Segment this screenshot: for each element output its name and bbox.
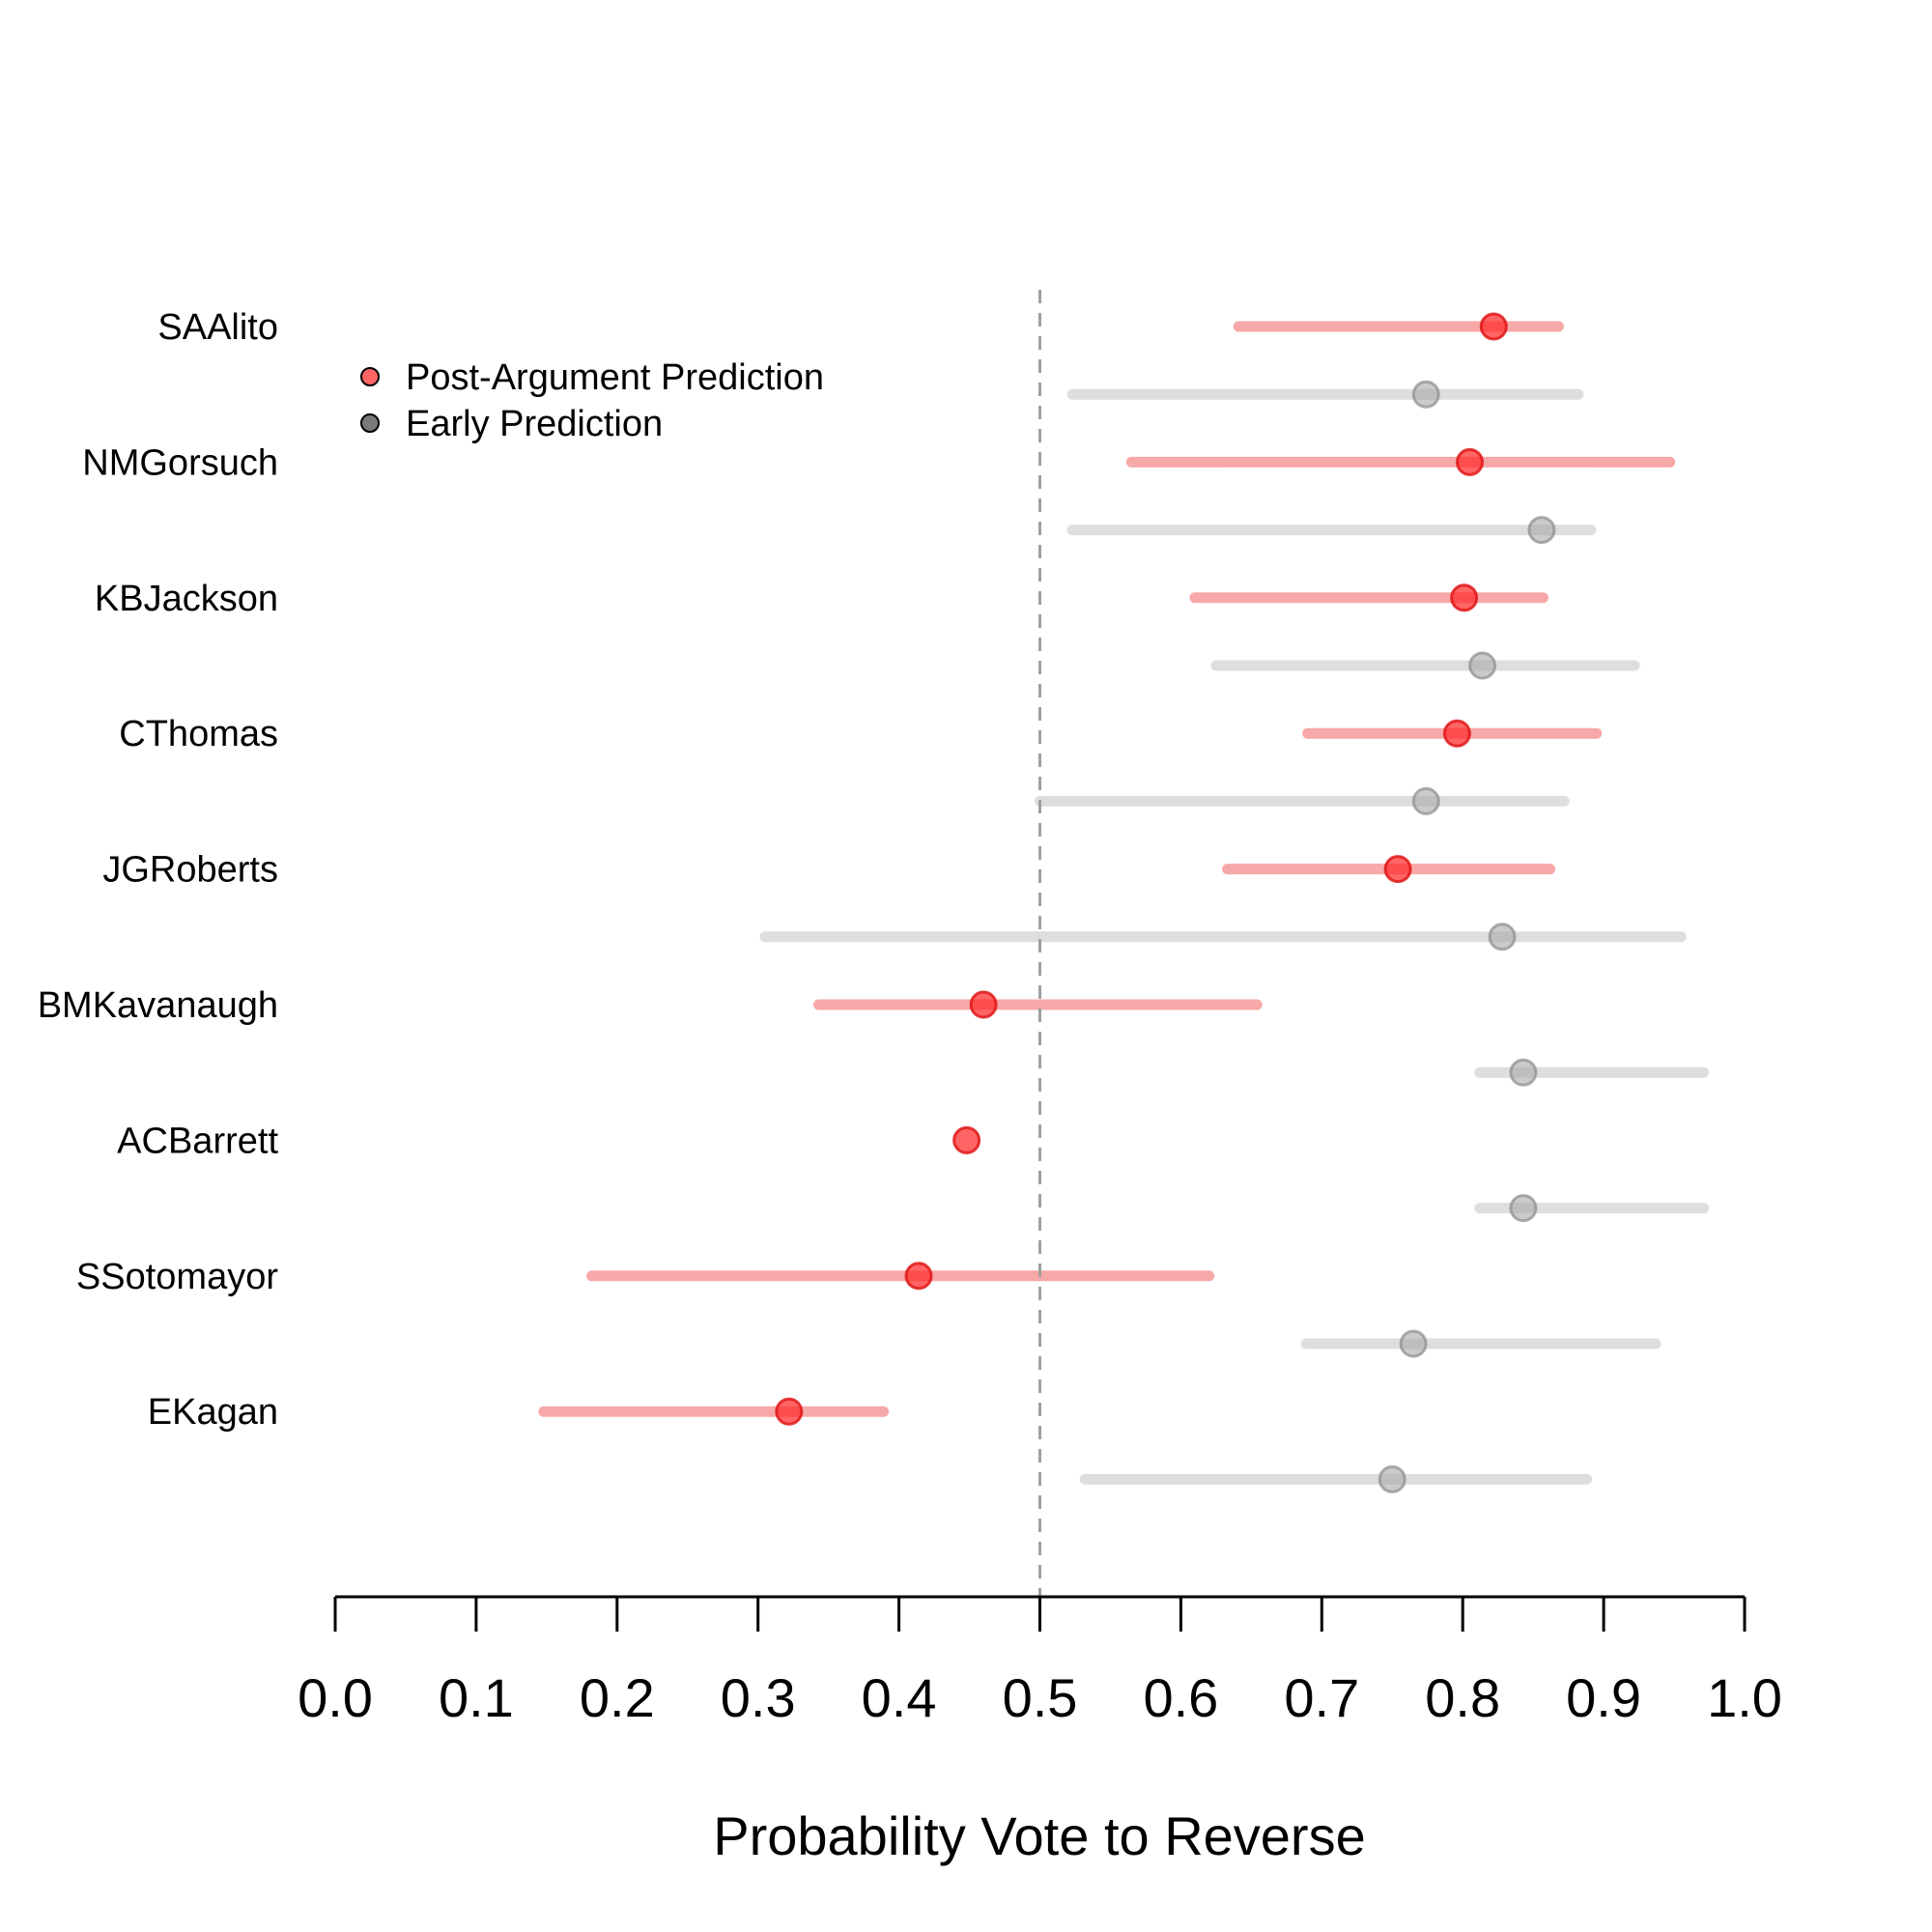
justice-label-nmgorsuch: NMGorsuch xyxy=(82,442,278,483)
post-point-kbjackson xyxy=(1450,583,1479,612)
post-point-cthomas xyxy=(1442,719,1471,748)
justice-label-acbarrett: ACBarrett xyxy=(117,1121,278,1161)
interval-layer xyxy=(538,321,1710,1485)
early-point-jgroberts xyxy=(1488,923,1517,952)
x-tick-label-0.8: 0.8 xyxy=(1425,1667,1500,1728)
x-axis-title: Probability Vote to Reverse xyxy=(713,1805,1365,1866)
x-tick-label-0.9: 0.9 xyxy=(1566,1667,1641,1728)
x-tick-label-0.5: 0.5 xyxy=(1003,1667,1078,1728)
post-point-ssotomayor xyxy=(904,1262,933,1291)
x-axis: 0.0 0.1 0.2 0.3 0.4 0.5 0.6 0.7 0.8 0.9 1.0 xyxy=(298,1595,1782,1728)
early-point-cthomas xyxy=(1411,786,1440,815)
x-tick-label-0.4: 0.4 xyxy=(862,1667,937,1728)
legend-early-marker xyxy=(360,413,380,433)
early-point-ekagan xyxy=(1378,1464,1406,1493)
justice-label-jgroberts: JGRoberts xyxy=(102,850,278,891)
x-tick-label-0.3: 0.3 xyxy=(721,1667,796,1728)
x-tick-label-0.2: 0.2 xyxy=(580,1667,655,1728)
x-tick-label-1.0: 1.0 xyxy=(1707,1667,1782,1728)
point-layer xyxy=(775,312,1556,1493)
x-axis-ticks: 0.0 0.1 0.2 0.3 0.4 0.5 0.6 0.7 0.8 0.9 1.0 xyxy=(298,1597,1782,1728)
justice-labels: SAAlito NMGorsuch KBJackson CThomas JGRobert… xyxy=(38,307,279,1433)
x-tick-label-0.6: 0.6 xyxy=(1143,1667,1218,1728)
early-point-ssotomayor xyxy=(1399,1329,1428,1358)
early-point-saalito xyxy=(1411,380,1440,409)
x-tick-label-0.1: 0.1 xyxy=(439,1667,514,1728)
legend-early-label: Early Prediction xyxy=(406,404,663,444)
justice-label-bmkavanaugh: BMKavanaugh xyxy=(38,985,278,1026)
x-tick-label-0.7: 0.7 xyxy=(1284,1667,1359,1728)
justice-label-kbjackson: KBJackson xyxy=(95,579,278,619)
post-point-jgroberts xyxy=(1383,855,1412,884)
legend-post-label: Post-Argument Prediction xyxy=(406,357,824,398)
justice-label-ekagan: EKagan xyxy=(148,1392,278,1433)
justice-label-ssotomayor: SSotomayor xyxy=(76,1257,278,1297)
post-point-ekagan xyxy=(775,1397,804,1426)
early-point-nmgorsuch xyxy=(1527,516,1556,545)
post-point-acbarrett xyxy=(952,1125,981,1154)
post-point-saalito xyxy=(1479,312,1508,341)
legend-post-marker xyxy=(360,367,380,386)
legend: Post-Argument Prediction Early Predictio… xyxy=(360,357,824,444)
justice-label-cthomas: CThomas xyxy=(119,714,278,754)
justice-label-saalito: SAAlito xyxy=(157,307,278,348)
early-point-acbarrett xyxy=(1509,1194,1538,1223)
post-point-nmgorsuch xyxy=(1455,447,1484,476)
early-point-bmkavanaugh xyxy=(1509,1058,1538,1087)
early-point-kbjackson xyxy=(1468,651,1497,680)
post-point-bmkavanaugh xyxy=(969,990,998,1019)
x-tick-label-0.0: 0.0 xyxy=(298,1667,373,1728)
